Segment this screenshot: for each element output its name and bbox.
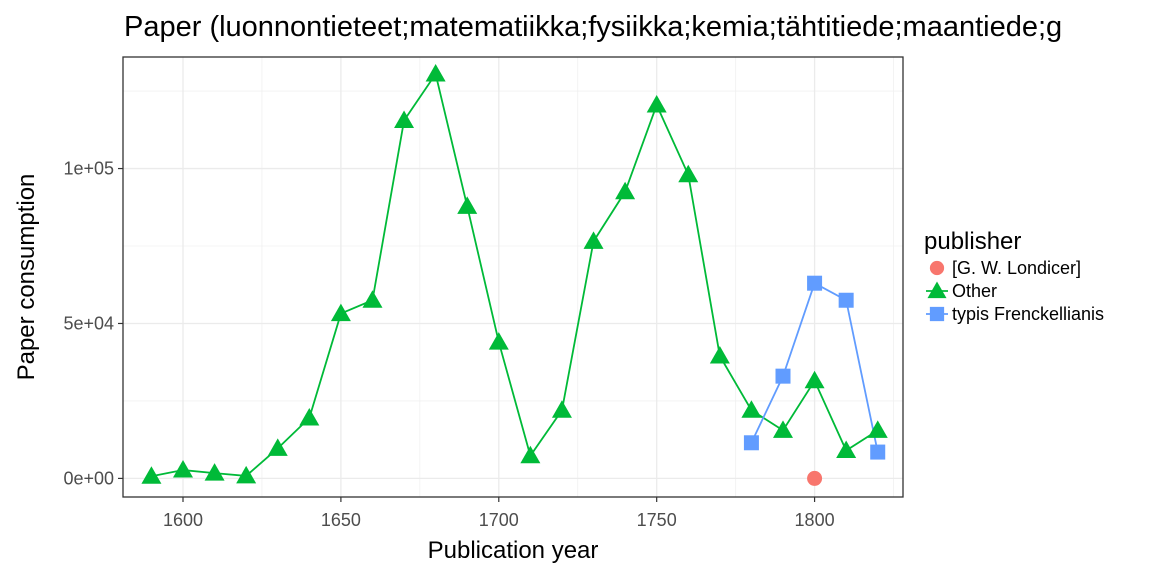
legend-key-circle <box>929 260 945 276</box>
legend-item-other: Other <box>926 281 997 301</box>
data-point-typis-frenckellianis <box>838 292 854 308</box>
x-tick-label: 1650 <box>321 510 361 530</box>
data-point-typis-frenckellianis <box>775 368 791 384</box>
minor-grid <box>123 57 903 497</box>
data-point-other <box>488 332 509 350</box>
data-point-other <box>583 231 604 249</box>
data-point-other <box>299 407 320 426</box>
data-point-other <box>836 440 857 459</box>
legend-item-typis-frenckellianis: typis Frenckellianis <box>926 304 1104 324</box>
data-point-other <box>615 181 636 200</box>
series-points-g-w-londicer <box>807 470 823 486</box>
data-point-other <box>141 466 162 484</box>
data-point-typis-frenckellianis <box>743 435 759 451</box>
legend: publisher [G. W. Londicer] Other typis Fre… <box>924 228 1104 324</box>
series-layer <box>141 64 888 486</box>
data-point-typis-frenckellianis <box>807 275 823 291</box>
y-axis: 0e+00 5e+04 1e+05 <box>63 159 123 488</box>
data-point-other <box>330 303 351 322</box>
data-point-typis-frenckellianis <box>870 444 886 460</box>
data-point-other <box>425 64 446 82</box>
x-axis-title: Publication year <box>428 537 599 564</box>
legend-label: typis Frenckellianis <box>952 304 1104 324</box>
chart-title: Paper (luonnontieteet;matematiikka;fysii… <box>124 11 1062 43</box>
y-axis-title: Paper consumption <box>13 174 40 381</box>
data-point-other <box>773 420 793 438</box>
data-point-other <box>646 95 667 113</box>
data-point-other <box>678 164 699 183</box>
y-tick-label: 1e+05 <box>63 159 114 179</box>
data-point-other <box>204 463 225 481</box>
legend-key-square <box>929 306 945 322</box>
x-tick-label: 1600 <box>163 510 203 530</box>
series-points-other <box>141 64 888 484</box>
data-point-other <box>267 438 288 456</box>
x-axis: 1600 1650 1700 1750 1800 <box>163 497 835 530</box>
data-point-other <box>236 465 257 484</box>
data-point-other <box>362 290 383 308</box>
data-point-other <box>741 400 762 418</box>
x-tick-label: 1750 <box>637 510 677 530</box>
data-point-other <box>867 420 888 438</box>
x-tick-label: 1700 <box>479 510 519 530</box>
data-point-other <box>520 445 541 464</box>
data-point-other <box>457 196 478 214</box>
y-tick-label: 5e+04 <box>63 313 114 333</box>
legend-item-g-w-londicer: [G. W. Londicer] <box>929 258 1081 278</box>
legend-key-triangle <box>927 281 947 299</box>
data-point-other <box>551 400 572 418</box>
data-point-other <box>709 346 730 364</box>
series-points-typis-frenckellianis <box>743 275 886 460</box>
plot-border <box>122 56 904 498</box>
x-tick-label: 1800 <box>795 510 835 530</box>
legend-label: [G. W. Londicer] <box>952 258 1081 278</box>
data-point-other <box>804 370 825 389</box>
data-point-other <box>394 110 415 129</box>
plot-panel <box>122 56 904 498</box>
y-tick-label: 0e+00 <box>63 468 114 488</box>
data-point-other <box>173 460 193 478</box>
legend-title: publisher <box>924 228 1021 255</box>
data-point-g-w-londicer <box>807 470 823 486</box>
legend-label: Other <box>952 281 997 301</box>
